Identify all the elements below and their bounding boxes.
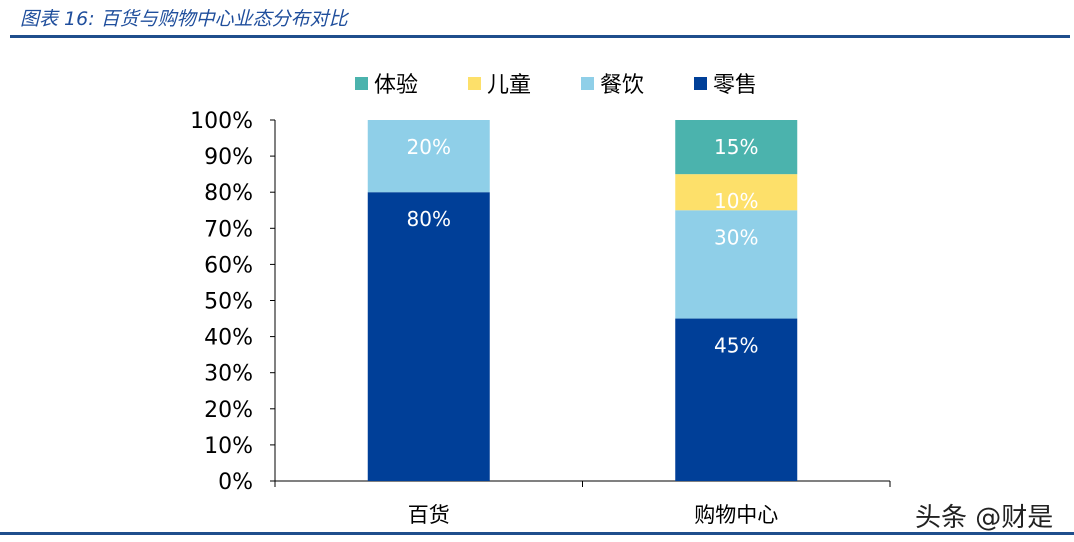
legend-label: 体验 xyxy=(374,73,418,98)
y-tick-label: 70% xyxy=(204,217,253,242)
bar-segment xyxy=(367,192,490,481)
legend-label: 零售 xyxy=(713,73,757,98)
legend-swatch xyxy=(581,77,594,90)
bar-segment xyxy=(675,210,798,319)
bar-segment xyxy=(675,318,798,481)
bar-segment xyxy=(675,120,798,175)
y-tick-label: 30% xyxy=(204,362,253,387)
legend-label: 餐饮 xyxy=(600,73,644,98)
y-tick-label: 100% xyxy=(190,109,253,134)
y-tick-label: 20% xyxy=(204,398,253,423)
data-label: 45% xyxy=(714,334,758,358)
y-tick-label: 40% xyxy=(204,326,253,351)
chart-title: 图表 16: 百货与购物中心业态分布对比 xyxy=(20,8,348,30)
y-tick-label: 50% xyxy=(204,290,253,315)
legend-swatch xyxy=(468,77,481,90)
data-label: 15% xyxy=(714,135,758,159)
y-tick-label: 90% xyxy=(204,145,253,170)
bar-segment xyxy=(367,120,490,193)
y-tick-label: 10% xyxy=(204,434,253,459)
legend-swatch xyxy=(355,77,368,90)
y-tick-label: 0% xyxy=(218,470,253,495)
y-tick-label: 60% xyxy=(204,253,253,278)
data-label: 80% xyxy=(407,207,451,231)
x-tick-label: 百货 xyxy=(408,503,450,527)
data-label: 20% xyxy=(407,135,451,159)
legend-label: 儿童 xyxy=(487,73,531,98)
x-tick-label: 购物中心 xyxy=(694,503,778,527)
y-tick-label: 80% xyxy=(204,181,253,206)
bar-segment xyxy=(675,174,798,211)
data-label: 30% xyxy=(714,225,758,249)
title-divider xyxy=(10,35,1070,38)
watermark: 头条 @财是 xyxy=(915,503,1054,533)
legend-swatch xyxy=(694,77,707,90)
footer-divider xyxy=(0,532,1074,535)
data-label: 10% xyxy=(714,189,758,213)
